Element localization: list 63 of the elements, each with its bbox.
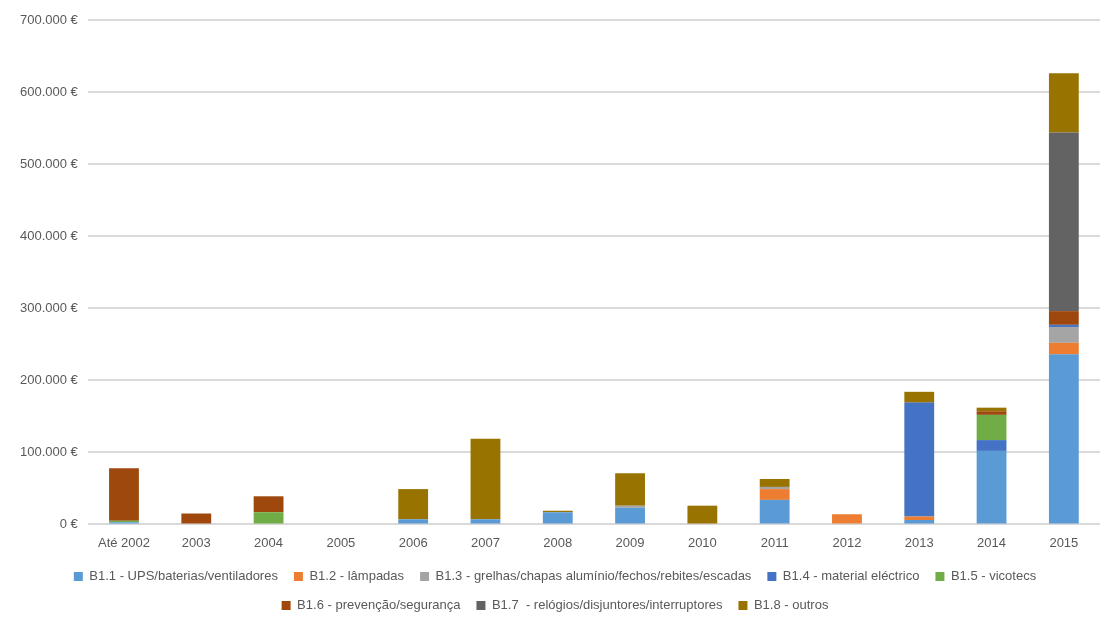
- bar: [759, 499, 790, 524]
- bar: [976, 414, 1007, 441]
- bar: [615, 505, 645, 508]
- x-tick-label: 2011: [760, 534, 789, 550]
- x-tick-label: Até 2002: [97, 534, 151, 550]
- x-tick-label: 2009: [615, 534, 645, 550]
- x-tick-label: 2005: [326, 534, 356, 550]
- y-tick-label: 100.000 €: [19, 443, 79, 459]
- legend-label: B1.2 - lâmpadas: [309, 568, 405, 584]
- legend-label: B1.4 - material eléctrico: [782, 568, 920, 584]
- bar: [1048, 324, 1079, 327]
- legend-label: B1.3 - grelhas/chapas alumínio/fechos/rebites/escadas: [435, 568, 752, 584]
- x-tick-label: 2015: [1049, 534, 1079, 550]
- x-tick-label: 2008: [543, 534, 573, 550]
- x-tick-label: 2007: [471, 534, 500, 550]
- legend-label: B1.8 - outros: [753, 597, 829, 613]
- bar: [1048, 342, 1079, 355]
- y-tick-label: 700.000 €: [19, 11, 79, 27]
- bar: [1048, 73, 1079, 133]
- bar: [253, 496, 284, 513]
- bar: [542, 512, 573, 524]
- bar: [832, 514, 862, 524]
- bar: [759, 479, 790, 487]
- legend-label: B1.6 - prevenção/segurança: [297, 597, 462, 613]
- bar: [398, 519, 429, 524]
- bar: [1048, 311, 1079, 325]
- legend-label: B1.7 - relógios/disjuntores/interruptores: [491, 597, 723, 613]
- bar: [181, 513, 212, 524]
- y-tick-label: 200.000 €: [19, 371, 79, 387]
- y-tick-label: 300.000 €: [19, 299, 79, 315]
- bar: [759, 489, 790, 500]
- x-tick-label: 2010: [687, 534, 717, 550]
- x-tick-label: 2006: [398, 534, 428, 550]
- bar: [904, 391, 935, 403]
- legend-label: B1.1 - UPS/baterias/ventiladores: [89, 568, 279, 584]
- bar: [976, 411, 1007, 415]
- bar: [687, 505, 718, 524]
- x-tick-label: 2012: [832, 534, 862, 550]
- bar: [904, 516, 935, 521]
- y-tick-label: 600.000 €: [19, 83, 79, 99]
- y-tick-label: 0 €: [59, 515, 79, 531]
- bar: [615, 507, 645, 524]
- bar: [1048, 132, 1079, 312]
- bar: [109, 468, 139, 521]
- bar: [976, 450, 1007, 524]
- bar: [470, 519, 501, 524]
- bar: [904, 520, 935, 524]
- x-tick-label: 2014: [977, 534, 1007, 550]
- x-tick-label: 2004: [254, 534, 284, 550]
- y-tick-label: 400.000 €: [19, 227, 79, 243]
- x-tick-label: 2003: [181, 534, 211, 550]
- bar: [398, 489, 429, 520]
- bar: [759, 486, 790, 490]
- y-tick-label: 500.000 €: [19, 155, 79, 171]
- bar: [904, 402, 935, 517]
- bar: [615, 473, 645, 506]
- x-tick-label: 2013: [904, 534, 934, 550]
- bar: [1048, 326, 1079, 343]
- bar: [1048, 354, 1079, 524]
- bar: [976, 440, 1007, 451]
- bar: [253, 512, 284, 524]
- bar: [470, 438, 501, 520]
- legend-label: B1.5 - vicotecs: [950, 568, 1037, 584]
